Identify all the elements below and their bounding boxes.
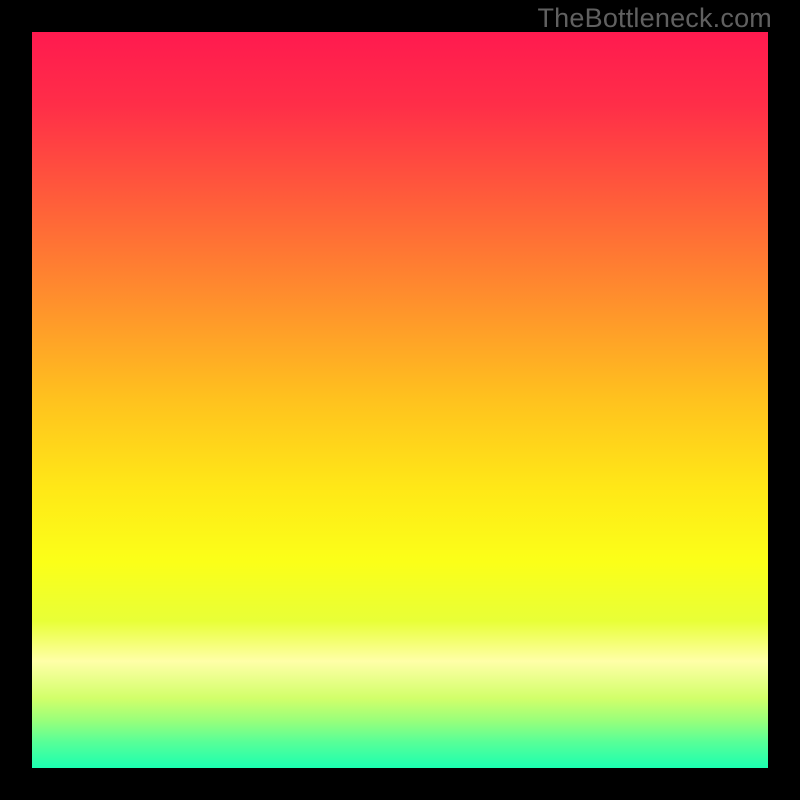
watermark-text: TheBottleneck.com bbox=[537, 3, 772, 34]
chart-stage: TheBottleneck.com bbox=[0, 0, 800, 800]
background-gradient bbox=[32, 32, 768, 768]
plot-area bbox=[32, 32, 768, 768]
